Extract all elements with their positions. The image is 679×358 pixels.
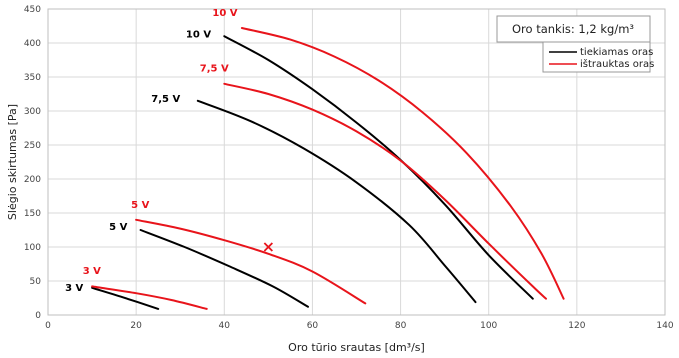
supply-curve-3-v: [91, 286, 160, 310]
x-tick-label: 20: [130, 321, 142, 331]
y-tick-label: 350: [24, 73, 41, 83]
x-tick-label: 0: [45, 321, 51, 331]
density-note: Oro tankis: 1,2 kg/m³: [496, 15, 651, 43]
exhaust-curve-5-v: [135, 218, 367, 305]
exhaust-curve-10-v: [240, 27, 565, 300]
x-tick-label: 140: [656, 321, 673, 331]
supply-curve-10-v: [223, 35, 534, 300]
operating-point-marker: [263, 242, 273, 252]
tick-labels: 0 20 40 60 80 100 120 140 0 50 100 150 200 250 300 350 4…: [24, 5, 674, 331]
y-tick-label: 150: [24, 209, 41, 219]
x-tick-label: 80: [395, 321, 407, 331]
x-tick-label: 40: [219, 321, 231, 331]
exhaust-curve-3-v: [91, 285, 208, 310]
curves: [91, 27, 565, 310]
supply-label-10-v: 10 V: [186, 30, 211, 41]
legend-frame: [542, 41, 651, 73]
exhaust-label-7-5-v: 7,5 V: [200, 64, 229, 75]
supply-curve-5-v: [139, 229, 309, 308]
supply-label-7-5-v: 7,5 V: [151, 94, 180, 105]
y-tick-label: 450: [24, 5, 41, 15]
supply-curve-7-5-v: [196, 99, 477, 304]
curve-labels: 3 V 5 V 7,5 V 10 V 3 V 5 V 7,5 V 10 V: [65, 8, 238, 294]
y-tick-label: 50: [30, 277, 42, 287]
y-tick-label: 400: [24, 39, 41, 49]
exhaust-curve-7-5-v: [223, 82, 547, 300]
supply-label-5-v: 5 V: [109, 222, 127, 233]
grid: [47, 8, 666, 316]
x-axis-title: Oro tūrio srautas [dm³/s]: [288, 341, 425, 354]
y-tick-label: 0: [35, 311, 41, 321]
x-tick-label: 60: [307, 321, 319, 331]
exhaust-label-3-v: 3 V: [83, 266, 101, 277]
legend-label-exhaust: ištrauktas oras: [580, 58, 654, 70]
legend: tiekiamas oras ištrauktas oras: [542, 41, 654, 73]
supply-label-3-v: 3 V: [65, 283, 83, 294]
y-tick-label: 100: [24, 243, 41, 253]
exhaust-label-5-v: 5 V: [131, 200, 149, 211]
y-axis-title: Slėgio skirtumas [Pa]: [6, 104, 19, 220]
y-tick-label: 200: [24, 175, 41, 185]
x-tick-label: 100: [480, 321, 497, 331]
exhaust-label-10-v: 10 V: [212, 8, 237, 19]
marker-stroke-b: [263, 242, 273, 252]
x-tick-label: 120: [568, 321, 585, 331]
y-tick-label: 250: [24, 141, 41, 151]
y-tick-label: 300: [24, 107, 41, 117]
legend-label-supply: tiekiamas oras: [580, 47, 653, 58]
plot-frame: [47, 8, 666, 316]
density-note-text: Oro tankis: 1,2 kg/m³: [512, 22, 634, 36]
